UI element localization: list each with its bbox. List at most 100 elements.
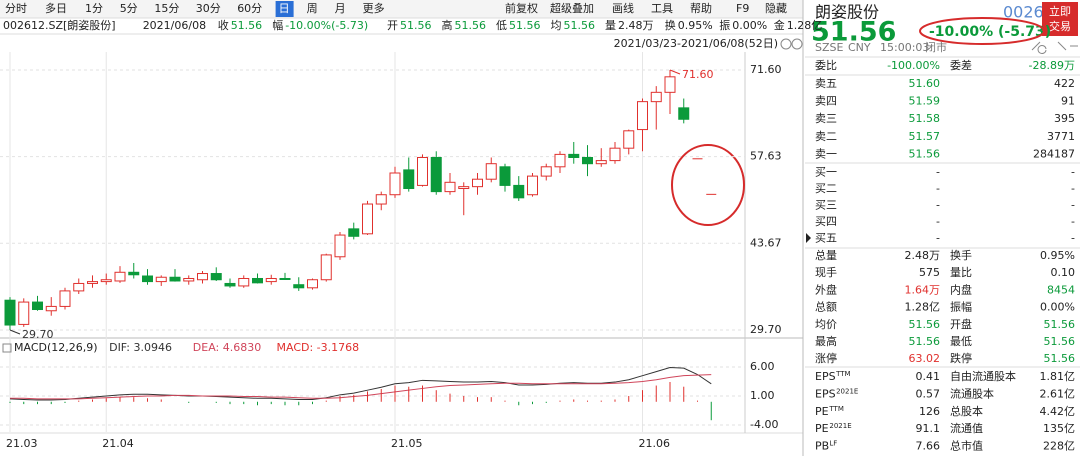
row-value: 1.64万: [905, 283, 941, 296]
collapse-arrow[interactable]: [806, 233, 811, 243]
macd-title: MACD(12,26,9): [14, 341, 98, 354]
info-label: 均: [551, 19, 562, 32]
depth-volume: -: [1071, 232, 1075, 245]
row-value: 63.02: [909, 352, 941, 365]
candle-body: [128, 271, 140, 276]
row-value: 51.56: [909, 335, 941, 348]
info-value: 1.28亿: [787, 19, 823, 32]
row-value: -100.00%: [887, 59, 940, 72]
row-label: 总额: [815, 300, 837, 314]
fund-label: EPS: [815, 387, 836, 400]
candle-body: [4, 299, 16, 326]
macd-icon: [2, 343, 12, 353]
quote-meta: 15:00:03: [880, 41, 929, 54]
candle-body: [527, 175, 538, 196]
row-value: 8454: [1047, 283, 1075, 296]
depth-label: 买二: [815, 182, 837, 195]
toolbar-button[interactable]: 隐藏: [765, 2, 787, 15]
trade-button-label[interactable]: 交易: [1049, 19, 1071, 33]
candle-body: [210, 273, 222, 281]
fund-label: 自由流通股本: [950, 369, 1016, 383]
fund-label: 流通股本: [950, 386, 994, 400]
toolbar-button[interactable]: 工具: [651, 2, 673, 15]
fund-sup: LF: [829, 440, 837, 448]
quote-meta: SZSE: [815, 41, 844, 54]
stock-name: 朗姿股份: [815, 3, 879, 22]
depth-price: 51.56: [909, 147, 941, 160]
row-value: 0.00%: [1040, 301, 1075, 314]
depth-volume: -: [1071, 199, 1075, 212]
candle-body: [609, 147, 621, 162]
candle-body: [582, 156, 593, 165]
fund-value: 1.81亿: [1040, 370, 1076, 383]
toolbar-button[interactable]: F9: [736, 2, 749, 15]
candle-body: [59, 290, 71, 307]
toolbar-button[interactable]: 超级叠加: [550, 1, 594, 15]
row-label: 委比: [815, 59, 837, 72]
candle-body: [279, 277, 291, 280]
row-label: 现手: [815, 265, 837, 279]
toolbar-button[interactable]: 帮助: [690, 1, 712, 15]
fund-label: EPS: [815, 370, 836, 383]
info-value: 51.56: [455, 19, 487, 32]
candle-body: [73, 282, 85, 292]
toolbar-button[interactable]: 前复权: [505, 1, 538, 15]
row-label: 总量: [815, 248, 837, 262]
row-label: 均价: [815, 318, 837, 331]
depth-volume: 422: [1054, 77, 1075, 90]
info-value: -10.00%(-5.73): [285, 19, 368, 32]
toolbar-tab[interactable]: 30分: [196, 2, 221, 15]
fund-label: PE: [815, 422, 829, 435]
depth-label: 买一: [815, 166, 837, 179]
toolbar-tab[interactable]: 日: [279, 2, 290, 15]
toolbar-tab[interactable]: 15分: [154, 2, 179, 15]
candle-body: [444, 181, 456, 193]
candle-body: [595, 160, 607, 165]
depth-label: 买五: [815, 232, 837, 245]
row-label: 外盘: [815, 282, 837, 296]
header-icons[interactable]: [1031, 41, 1078, 54]
depth-price: -: [936, 215, 940, 228]
depth-label: 卖五: [815, 77, 837, 90]
row-label: 最低: [950, 335, 972, 348]
candle-body: [224, 282, 236, 287]
toolbar-tab[interactable]: 更多: [363, 1, 385, 15]
trade-button-label[interactable]: 立即: [1049, 4, 1071, 18]
depth-price: -: [936, 166, 940, 179]
candle-body: [169, 276, 181, 282]
candle-body: [197, 273, 208, 281]
depth-price: 51.59: [909, 95, 941, 108]
candle-body: [252, 277, 263, 284]
candle-body: [183, 277, 195, 282]
row-label: 开盘: [950, 317, 972, 331]
row-value: 575: [919, 266, 940, 279]
toolbar-button[interactable]: 画线: [612, 1, 634, 15]
x-tick-label: 21.04: [102, 437, 134, 450]
candle-body: [417, 156, 428, 186]
candle-body: [375, 194, 387, 205]
depth-volume: 395: [1054, 112, 1075, 125]
toolbar-tab[interactable]: 月: [335, 2, 346, 15]
row-value: 0.10: [1051, 266, 1076, 279]
trade-button[interactable]: [1042, 2, 1078, 36]
toolbar-tab[interactable]: 60分: [237, 2, 262, 15]
toolbar-tab[interactable]: 分时: [5, 2, 27, 15]
zoom-in[interactable]: [780, 38, 792, 50]
candle-body: [32, 301, 43, 311]
info-label: 金: [774, 18, 785, 32]
candle-body: [540, 166, 552, 177]
depth-price: 51.57: [909, 130, 941, 143]
info-label: 高: [442, 18, 453, 32]
toolbar-tab[interactable]: 周: [307, 2, 318, 15]
toolbar-tab[interactable]: 多日: [45, 1, 67, 15]
candle-body: [389, 172, 401, 196]
info-label: 量: [605, 19, 616, 32]
candle-body: [142, 275, 153, 283]
highlight-circle: [919, 17, 1045, 45]
zoom-out[interactable]: [791, 38, 803, 50]
toolbar-tab[interactable]: 1分: [85, 2, 103, 15]
info-value: 51.56: [400, 19, 432, 32]
toolbar-tab[interactable]: 5分: [120, 2, 138, 15]
